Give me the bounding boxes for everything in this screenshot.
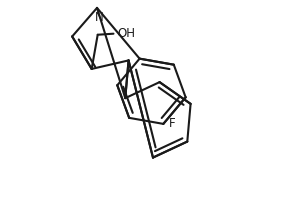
Text: OH: OH	[118, 27, 136, 40]
Text: N: N	[95, 11, 103, 24]
Text: F: F	[168, 117, 175, 130]
